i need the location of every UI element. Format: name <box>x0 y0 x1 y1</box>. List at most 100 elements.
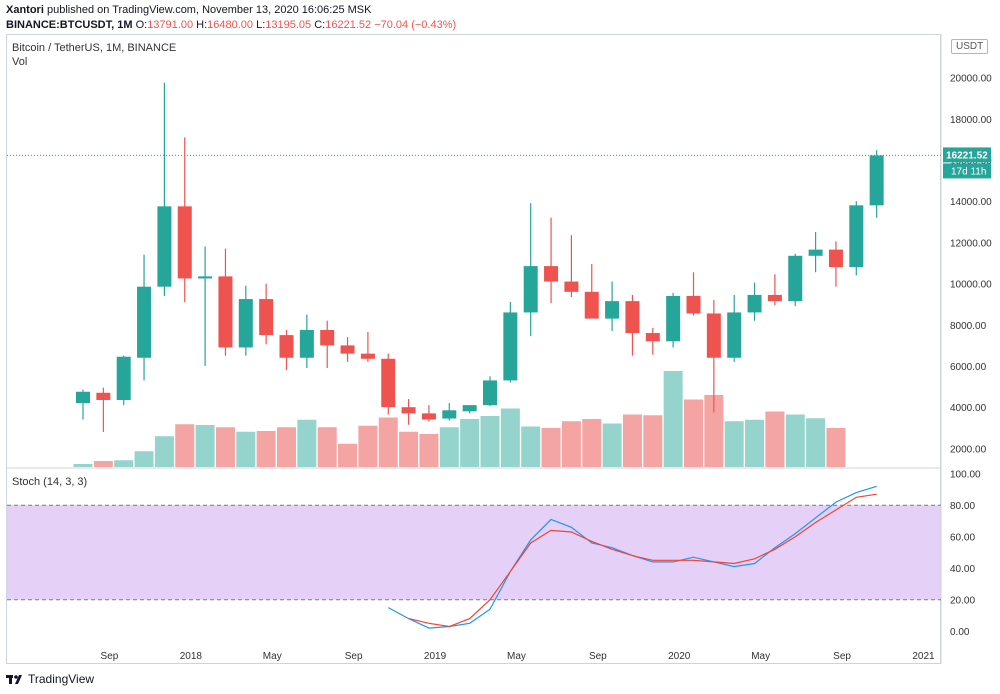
candle-body <box>727 312 742 358</box>
high-label: H: <box>196 19 208 31</box>
candle-body <box>788 255 803 302</box>
volume-bar <box>745 419 765 467</box>
candle-body <box>442 410 457 419</box>
stoch-band-layer <box>7 504 941 601</box>
candle-body <box>116 356 131 400</box>
time-tick-label: 2020 <box>668 651 691 662</box>
candle-body <box>747 294 762 313</box>
volume-layer <box>73 371 846 467</box>
volume-bar <box>541 428 561 467</box>
candle-body <box>76 391 90 404</box>
time-tick-label: Sep <box>833 651 851 662</box>
candle-body <box>218 276 233 348</box>
close-value: 16221.52 <box>325 19 372 31</box>
volume-bar <box>785 414 805 467</box>
candle-body <box>299 329 314 358</box>
time-tick-label: 2019 <box>424 651 447 662</box>
volume-bar <box>480 416 500 467</box>
volume-legend: Vol <box>12 56 28 68</box>
volume-bar <box>134 451 154 467</box>
candle-body <box>259 299 274 336</box>
time-tick-label: Sep <box>345 651 363 662</box>
low-label: L: <box>256 19 266 31</box>
volume-bar <box>338 443 358 467</box>
footer-brand[interactable]: TradingView <box>6 672 94 686</box>
volume-bar <box>297 419 317 467</box>
publish-info: published on TradingView.com, November 1… <box>46 4 372 16</box>
author-name[interactable]: Xantori <box>6 4 44 16</box>
volume-bar <box>724 421 744 467</box>
candle-body <box>96 392 111 400</box>
candle-body <box>340 345 355 354</box>
time-tick-label: May <box>263 651 282 662</box>
candle-body <box>869 155 884 206</box>
candle-body <box>279 335 294 358</box>
candle-body <box>198 276 213 279</box>
candle-body <box>381 358 396 408</box>
volume-bar <box>460 419 480 467</box>
time-tick-label: May <box>751 651 770 662</box>
countdown-tag <box>943 163 991 179</box>
volume-bar <box>317 427 337 467</box>
candle-body <box>584 291 599 319</box>
candle-body <box>462 405 477 412</box>
candle-body <box>544 266 559 282</box>
currency-button[interactable]: USDT <box>951 39 989 54</box>
candle-body <box>828 249 843 268</box>
stoch-d-line <box>408 493 877 628</box>
volume-bar <box>378 417 398 467</box>
time-tick-label: May <box>507 651 526 662</box>
symbol-label: BINANCE:BTCUSDT, 1M <box>6 19 133 31</box>
low-value: 13195.05 <box>265 19 312 31</box>
stoch-legend: Stoch (14, 3, 3) <box>12 476 88 488</box>
candle-body <box>767 294 782 302</box>
volume-bar <box>500 408 520 467</box>
candle-body <box>503 312 518 381</box>
candle-body <box>177 206 192 279</box>
volume-bar <box>154 436 174 467</box>
volume-bar <box>73 464 93 467</box>
time-tick-label: 2018 <box>180 651 203 662</box>
volume-bar <box>521 426 541 467</box>
volume-bar <box>277 427 296 467</box>
volume-bar <box>602 423 622 467</box>
candle-body <box>849 205 864 268</box>
candle-body <box>706 313 721 358</box>
footer-brand-text: TradingView <box>28 672 95 686</box>
stoch-tick-label: 40.00 <box>950 564 975 575</box>
candle-body <box>137 286 152 358</box>
price-tick-label: 10000.00 <box>950 280 992 291</box>
volume-bar <box>399 431 419 467</box>
candle-body <box>605 301 620 319</box>
price-tick-label: 4000.00 <box>950 403 987 414</box>
volume-bar <box>704 395 724 467</box>
axis-layer: 2000.00 4000.00 6000.00 8000.00 10000.00 1200… <box>101 74 993 662</box>
volume-bar <box>419 434 439 467</box>
candle-body <box>157 206 172 287</box>
price-tick-label: 20000.00 <box>950 74 992 85</box>
candle-body <box>238 299 253 348</box>
volume-bar <box>114 460 134 467</box>
volume-bar <box>806 418 826 467</box>
volume-bar <box>765 411 785 467</box>
stoch-band <box>7 505 941 600</box>
volume-bar <box>358 425 378 467</box>
candle-body <box>523 266 538 313</box>
open-value: 13791.00 <box>147 19 194 31</box>
candle-body <box>666 295 681 342</box>
candle-body <box>401 407 416 414</box>
volume-bar <box>622 414 642 467</box>
candle-body <box>483 380 497 406</box>
stoch-tick-label: 100.00 <box>950 470 981 481</box>
candle-body <box>564 281 579 292</box>
volume-bar <box>561 421 581 467</box>
volume-bar <box>826 428 846 467</box>
high-value: 16480.00 <box>207 19 254 31</box>
close-label: C: <box>314 19 326 31</box>
candle-body <box>686 295 701 314</box>
volume-bar <box>643 415 663 467</box>
ohlc-bar: BINANCE:BTCUSDT, 1M O:13791.00 H:16480.0… <box>6 19 456 31</box>
volume-bar <box>195 425 215 467</box>
main-legend-title: Bitcoin / TetherUS, 1M, BINANCE <box>12 42 177 54</box>
